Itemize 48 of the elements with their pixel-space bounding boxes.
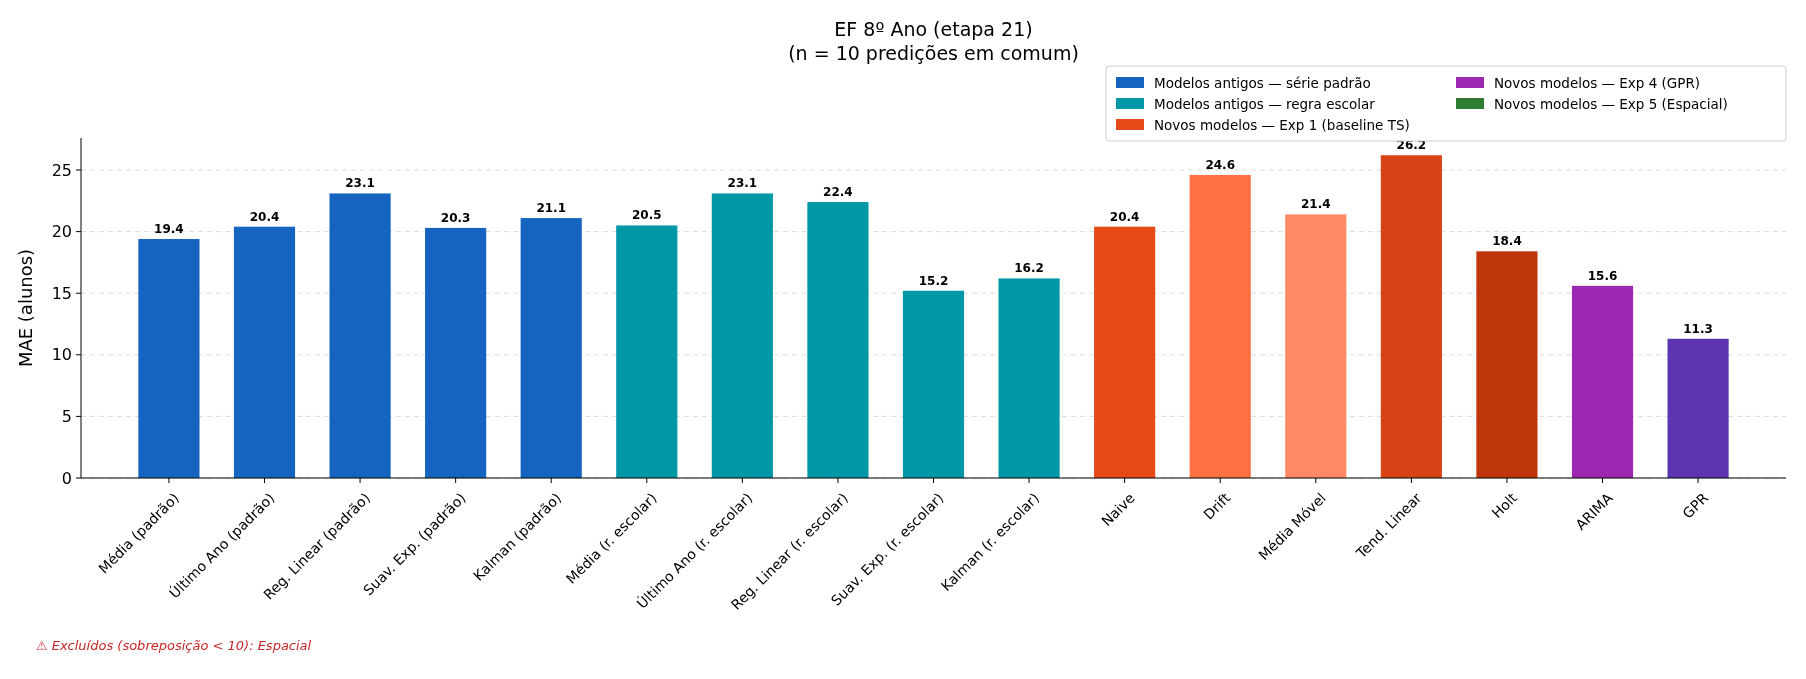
y-tick-label: 15 xyxy=(51,283,72,303)
data-label: 23.1 xyxy=(727,176,758,191)
y-tick-label: 5 xyxy=(61,407,72,427)
data-label: 20.3 xyxy=(440,210,471,225)
data-label: 22.4 xyxy=(823,185,853,200)
data-label: 20.4 xyxy=(1109,209,1140,224)
data-label: 15.6 xyxy=(1587,268,1618,283)
data-label: 20.4 xyxy=(249,209,280,224)
legend-label: Novos modelos — Exp 1 (baseline TS) xyxy=(1154,116,1410,133)
bar xyxy=(233,226,296,478)
y-tick-label: 0 xyxy=(61,468,72,488)
data-label: 19.4 xyxy=(154,222,184,237)
y-tick-label: 20 xyxy=(51,222,72,242)
legend-label: Novos modelos — Exp 5 (Espacial) xyxy=(1494,95,1728,112)
bar xyxy=(711,193,773,478)
legend-label: Modelos antigos — regra escolar xyxy=(1154,95,1376,112)
data-label: 11.3 xyxy=(1683,321,1713,336)
data-label: 16.2 xyxy=(1014,261,1044,276)
legend-label: Novos modelos — Exp 4 (GPR) xyxy=(1494,74,1701,91)
bar xyxy=(616,225,678,478)
bar xyxy=(138,239,200,478)
bar xyxy=(1094,226,1156,478)
y-axis-title: MAE (alunos) xyxy=(15,248,36,368)
chart-title: EF 8º Ano (etapa 21) xyxy=(834,18,1033,40)
bar xyxy=(998,278,1060,478)
bar xyxy=(1667,338,1729,478)
bar xyxy=(520,218,582,478)
bar xyxy=(425,227,487,478)
bar xyxy=(1189,174,1251,478)
bar xyxy=(1285,214,1347,478)
bar xyxy=(1571,285,1634,478)
bar xyxy=(1380,155,1442,478)
data-label: 24.6 xyxy=(1205,157,1236,172)
bar xyxy=(1476,251,1538,478)
data-label: 18.4 xyxy=(1492,234,1522,249)
data-label: 21.4 xyxy=(1300,197,1331,212)
y-tick-label: 10 xyxy=(51,345,72,365)
chart-subtitle: (n = 10 predições em comum) xyxy=(788,42,1079,64)
text: ⚠ Excluídos (sobreposição < 10): Espacial xyxy=(36,638,312,653)
bar xyxy=(807,202,869,478)
data-label: 20.5 xyxy=(631,208,662,223)
data-label: 21.1 xyxy=(536,201,567,216)
bar xyxy=(902,290,965,478)
legend-label: Modelos antigos — série padrão xyxy=(1154,74,1371,91)
bar xyxy=(329,193,391,478)
y-tick-label: 25 xyxy=(51,160,72,180)
data-label: 23.1 xyxy=(345,176,375,191)
data-label: 15.2 xyxy=(918,273,949,288)
